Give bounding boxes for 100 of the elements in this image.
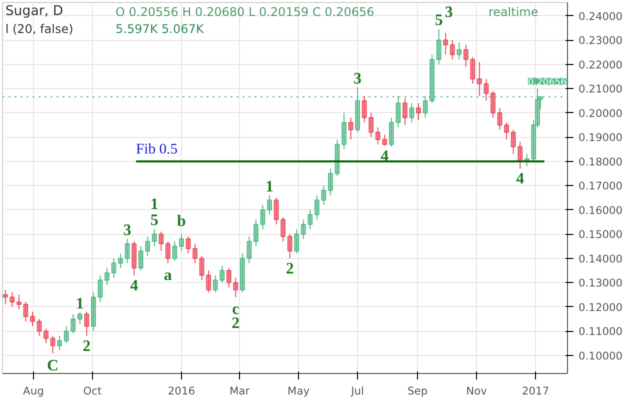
candlestick bbox=[416, 102, 421, 121]
candlestick bbox=[402, 98, 408, 126]
y-tick-label: 0.23000 bbox=[578, 34, 623, 48]
annotation: 1 bbox=[266, 178, 274, 196]
x-tick-label: Nov bbox=[466, 384, 487, 398]
candlestick bbox=[246, 236, 252, 264]
candlestick bbox=[212, 274, 218, 293]
candlestick bbox=[274, 197, 279, 225]
candlestick bbox=[308, 209, 313, 230]
candlestick bbox=[124, 238, 130, 264]
candlestick bbox=[10, 292, 15, 308]
candlestick bbox=[267, 194, 272, 216]
candlestick bbox=[118, 252, 123, 269]
candlestick bbox=[348, 117, 354, 140]
candlestick bbox=[30, 311, 35, 327]
candlestick bbox=[206, 270, 212, 293]
candlestick bbox=[186, 236, 191, 254]
annotation: a bbox=[164, 267, 172, 284]
annotation: 2 bbox=[82, 338, 91, 355]
candlestick bbox=[504, 122, 509, 140]
ref-line-label: 0.20656 bbox=[528, 76, 567, 88]
x-tick-label: Mar bbox=[229, 384, 250, 398]
candlestick bbox=[477, 61, 482, 96]
annotation: l (20, false) bbox=[5, 22, 74, 36]
candlestick bbox=[436, 28, 442, 65]
annotation: Fib 0.5 bbox=[136, 141, 178, 158]
candlestick bbox=[368, 112, 374, 138]
candlestick bbox=[152, 228, 157, 247]
candlestick bbox=[388, 117, 394, 148]
annotation: 5 bbox=[150, 212, 158, 230]
candlestick bbox=[450, 40, 455, 60]
y-tick-label: 0.21000 bbox=[578, 82, 623, 96]
y-tick-label: 0.18000 bbox=[578, 155, 623, 168]
y-tick-label: 0.22000 bbox=[578, 58, 623, 72]
annotation: 3 bbox=[444, 4, 453, 22]
x-tick-label: Oct bbox=[83, 384, 102, 398]
y-tick-label: 0.15000 bbox=[578, 228, 623, 242]
annotation: C bbox=[47, 357, 59, 374]
chart-title: Sugar, D bbox=[5, 4, 64, 20]
y-tick-label: 0.11000 bbox=[578, 325, 623, 338]
candlestick bbox=[77, 312, 82, 324]
annotation: O 0.20556 H 0.20680 L 0.20159 C 0.20656 bbox=[116, 5, 374, 20]
candlestick bbox=[254, 219, 258, 247]
candlestick bbox=[280, 216, 286, 242]
y-tick-label: 0.19000 bbox=[578, 131, 623, 144]
candlestick bbox=[98, 274, 103, 302]
candlestick bbox=[342, 112, 346, 150]
candlestick bbox=[294, 228, 300, 254]
y-tick-label: 0.12000 bbox=[578, 300, 623, 314]
candlestick bbox=[166, 240, 170, 264]
x-tick-label: 2017 bbox=[522, 384, 550, 398]
candlestick bbox=[518, 141, 523, 170]
x-tick-label: Jul bbox=[350, 384, 364, 398]
annotation: 3 bbox=[123, 222, 132, 239]
annotation: 5.597K 5.067K bbox=[116, 22, 205, 36]
candlestick bbox=[531, 120, 536, 162]
annotation: 4 bbox=[516, 170, 524, 188]
candlestick bbox=[497, 107, 502, 130]
candlestick bbox=[456, 42, 462, 60]
x-tick-label: Aug bbox=[23, 384, 44, 398]
y-tick-label: 0.14000 bbox=[578, 252, 623, 266]
candlestick bbox=[84, 311, 90, 336]
candlestick bbox=[172, 240, 178, 262]
y-tick-label: 0.10000 bbox=[578, 349, 623, 362]
candlestick bbox=[226, 268, 232, 288]
candlestick bbox=[362, 95, 367, 124]
candlestick bbox=[158, 231, 164, 252]
candlestick bbox=[138, 246, 144, 271]
y-tick-label: 0.16000 bbox=[578, 204, 623, 217]
candlestick bbox=[50, 335, 56, 354]
candlestick bbox=[70, 314, 76, 334]
x-tick-label: 2016 bbox=[168, 384, 196, 398]
y-tick-label: 0.17000 bbox=[578, 180, 623, 193]
candlestick bbox=[490, 90, 496, 118]
candlestick bbox=[287, 234, 292, 259]
candlestick bbox=[375, 126, 380, 145]
candlestick bbox=[409, 102, 414, 124]
candlestick bbox=[470, 56, 476, 84]
annotation: b bbox=[177, 213, 186, 230]
candlestick bbox=[64, 326, 69, 344]
annotation: 1 bbox=[150, 196, 158, 214]
candlestick bbox=[240, 252, 245, 293]
annotation: 5 bbox=[434, 12, 443, 30]
candlestick bbox=[233, 277, 238, 298]
annotation: 2 bbox=[286, 260, 294, 278]
candlestick bbox=[382, 134, 388, 146]
candlestick bbox=[145, 236, 150, 256]
candlestick bbox=[57, 335, 62, 351]
candlestick bbox=[192, 243, 198, 264]
x-tick-label: Sep bbox=[408, 384, 428, 398]
candlestick bbox=[300, 219, 306, 240]
candlestick bbox=[36, 318, 42, 336]
candlestick bbox=[16, 294, 22, 310]
candlestick bbox=[23, 301, 28, 322]
x-tick-label: May bbox=[288, 384, 310, 398]
candlestick bbox=[443, 32, 448, 56]
candlestick bbox=[44, 328, 48, 344]
candlestick bbox=[463, 44, 468, 68]
candlestick bbox=[321, 185, 326, 206]
y-tick-label: 0.13000 bbox=[578, 276, 623, 290]
